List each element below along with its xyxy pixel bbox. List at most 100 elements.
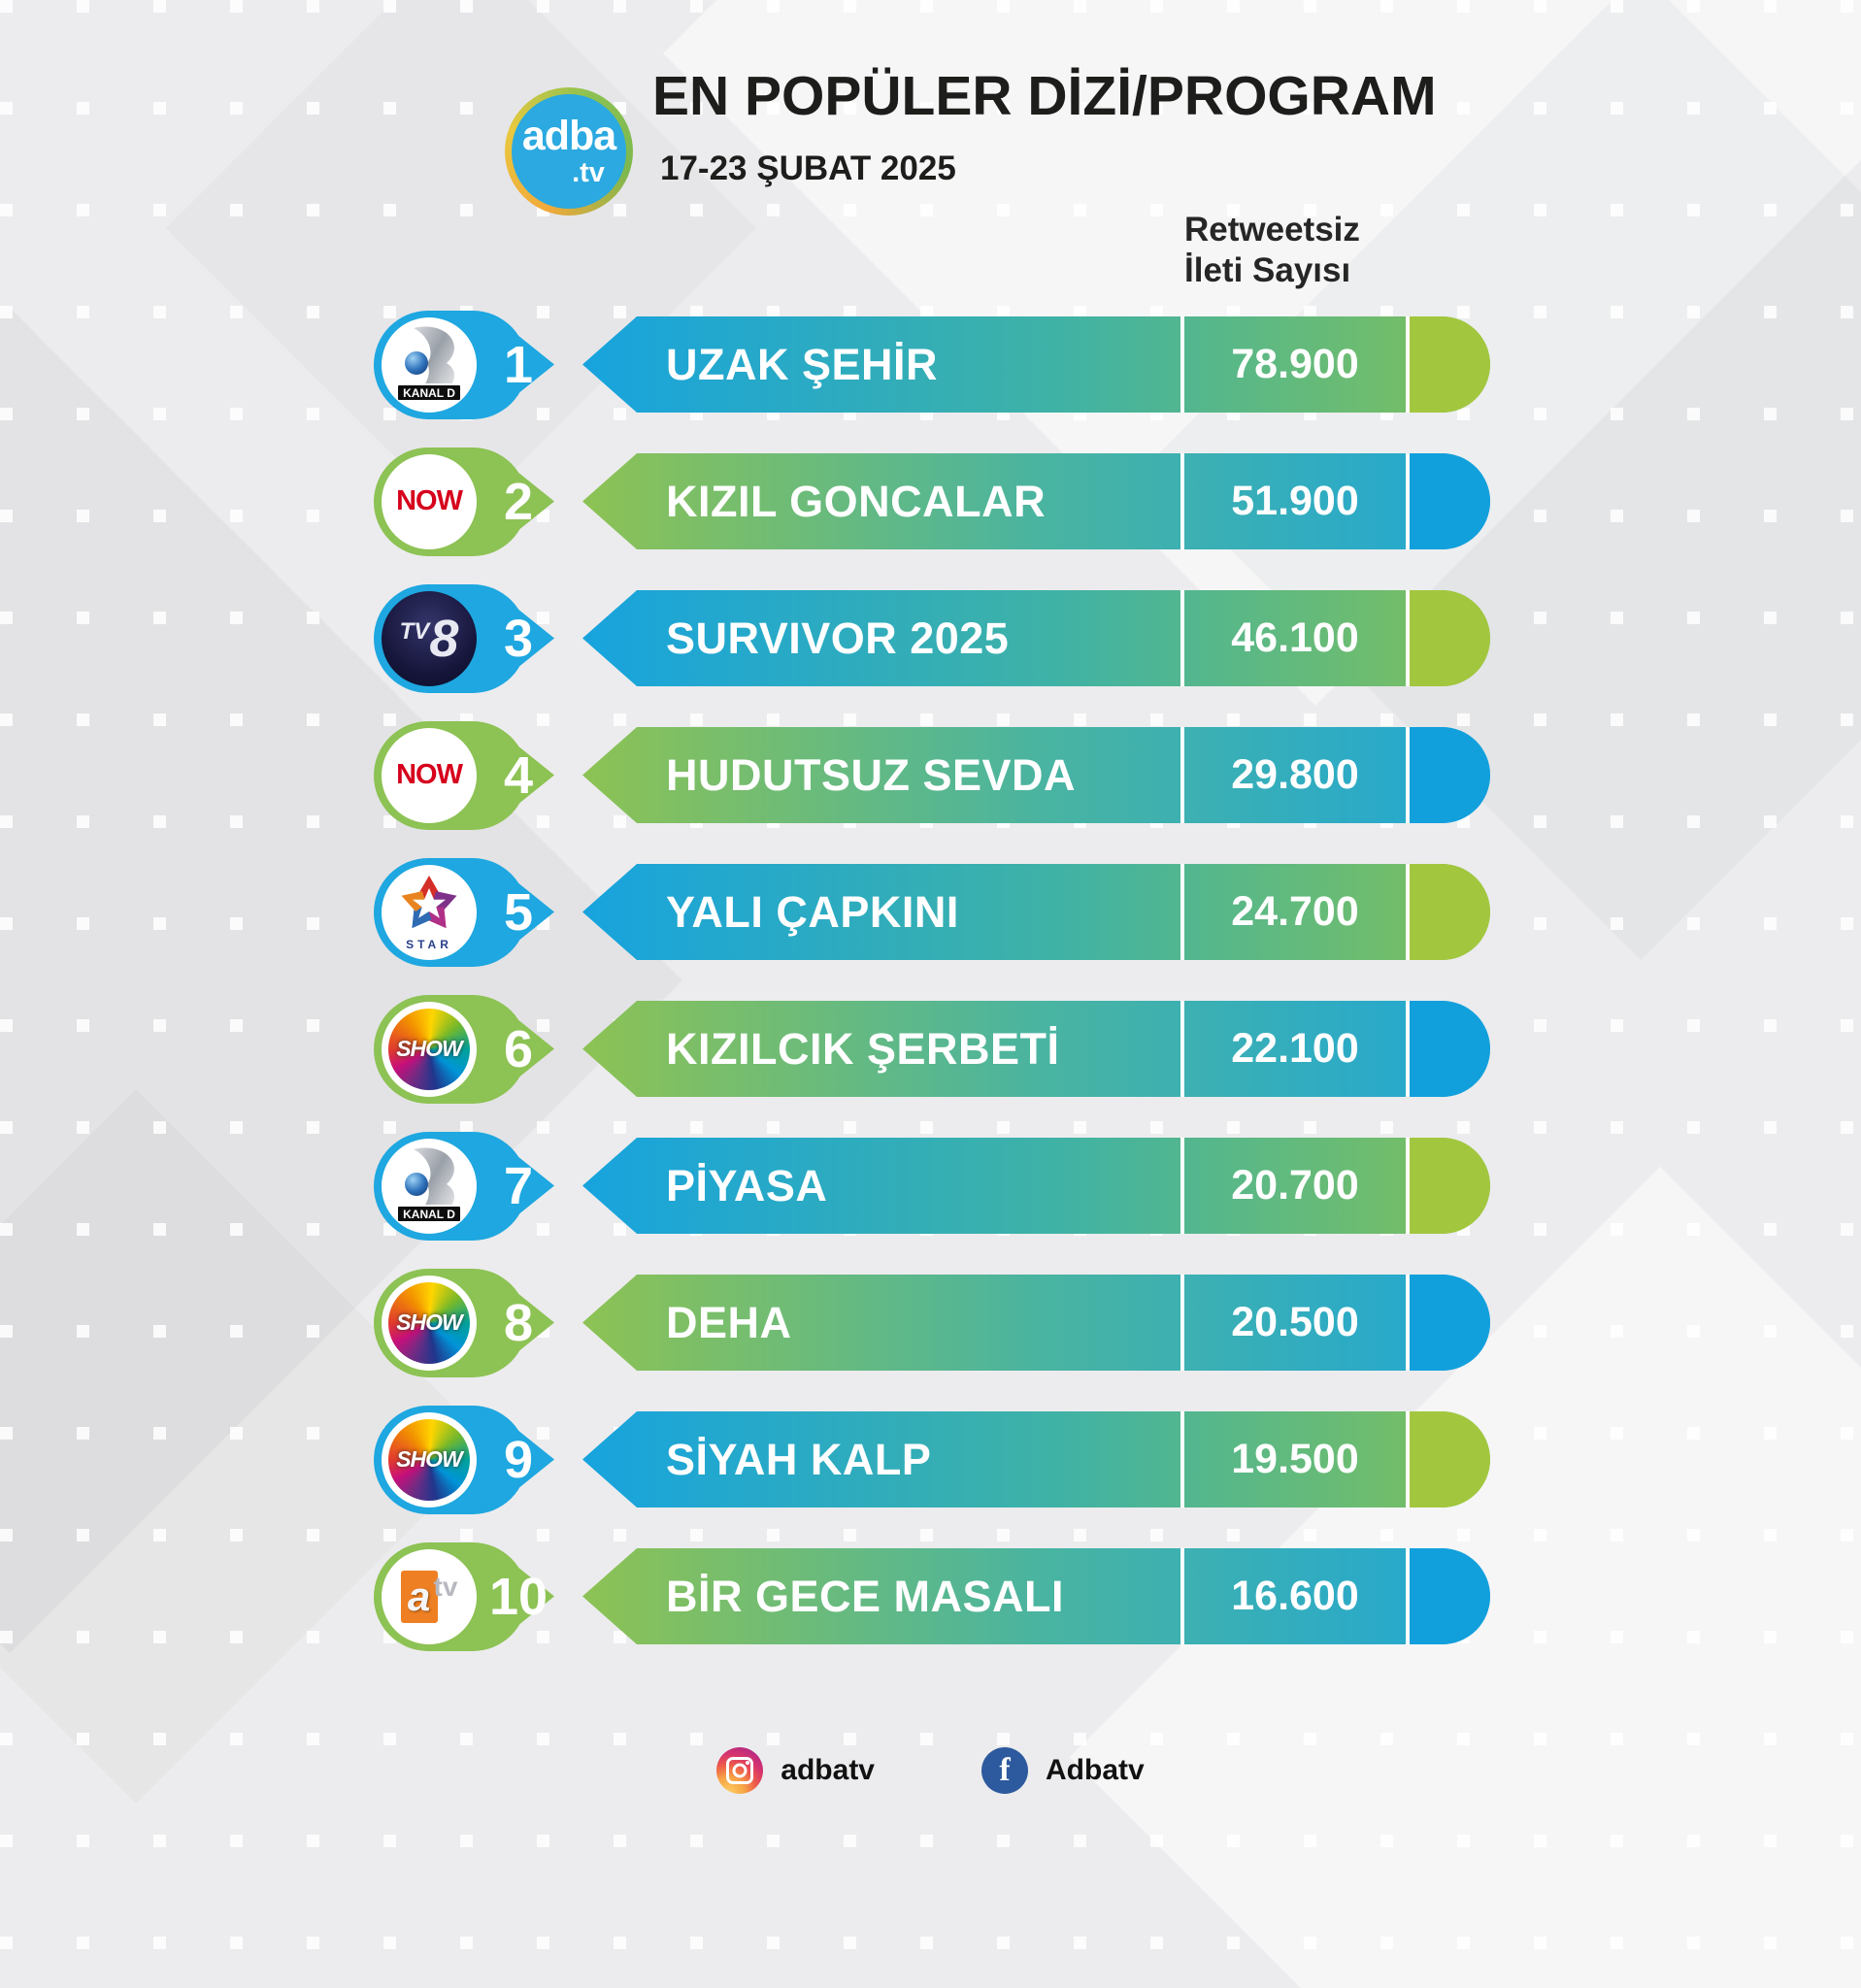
bar-end-cap <box>1410 1138 1490 1234</box>
row-1: KANAL D 1 UZAK ŞEHİR 78.900 <box>374 310 1490 419</box>
show-tv-logo: SHOW <box>382 1275 477 1371</box>
metric-label-line2: İleti Sayısı <box>1184 251 1351 289</box>
now-logo-text: NOW <box>396 485 463 516</box>
show-tv-logo-graphic: SHOW <box>388 1281 470 1364</box>
row-5: STAR 5 YALI ÇAPKINI 24.700 <box>374 857 1490 967</box>
svg-text:STAR: STAR <box>406 938 452 951</box>
facebook-account: f Adbatv <box>981 1747 1145 1794</box>
rank-number: 2 <box>503 472 534 531</box>
bar-end-cap <box>1410 590 1490 686</box>
show-bar: YALI ÇAPKINI 24.700 <box>582 864 1490 960</box>
row-6: SHOW 6 KIZILCIK ŞERBETİ 22.100 <box>374 994 1490 1104</box>
svg-text:KANAL D: KANAL D <box>403 386 455 400</box>
row-10: a tv 10 BİR GECE MASALI 16.600 <box>374 1541 1490 1651</box>
rank-number: 4 <box>503 746 534 805</box>
atv-logo: a tv <box>382 1548 477 1644</box>
bar-end-cap <box>1410 727 1490 823</box>
facebook-icon: f <box>981 1747 1028 1794</box>
bar-end-cap <box>1410 453 1490 549</box>
show-tv-logo: SHOW <box>382 1001 477 1097</box>
kanal-d-logo: KANAL D <box>382 316 477 413</box>
bar-end-cap <box>1410 1411 1490 1508</box>
tweet-count: 20.500 <box>1180 1275 1410 1371</box>
row-9: SHOW 9 SİYAH KALP 19.500 <box>374 1405 1490 1514</box>
star-tv-logo-graphic: STAR <box>401 875 457 951</box>
rank-number: 7 <box>503 1156 534 1215</box>
rank-badge: NOW 2 <box>374 447 582 556</box>
show-name: SURVIVOR 2025 <box>666 613 1010 663</box>
rank-number: 9 <box>503 1430 534 1489</box>
tweet-count: 22.100 <box>1180 1001 1410 1097</box>
rank-badge: NOW 4 <box>374 720 582 830</box>
bar-end-cap <box>1410 316 1490 413</box>
tweet-count: 51.900 <box>1180 453 1410 549</box>
show-bar: KIZIL GONCALAR 51.900 <box>582 453 1490 549</box>
adba-tv-logo-inner: adba .tv <box>512 94 626 209</box>
instagram-handle: adbatv <box>781 1754 875 1786</box>
kanal-d-logo-graphic: KANAL D <box>396 1147 462 1223</box>
rank-number: 5 <box>503 882 534 942</box>
tv8-logo-8-text: 8 <box>429 609 459 668</box>
tweet-count: 20.700 <box>1180 1138 1410 1234</box>
rank-badge: TV 8 3 <box>374 583 582 693</box>
date-range: 17-23 ŞUBAT 2025 <box>660 149 956 187</box>
rank-badge: SHOW 9 <box>374 1405 582 1514</box>
rank-badge: SHOW 8 <box>374 1268 582 1377</box>
atv-logo-a-text: a <box>400 1570 438 1623</box>
show-bar: HUDUTSUZ SEVDA 29.800 <box>582 727 1490 823</box>
show-tv-logo-graphic: SHOW <box>388 1008 470 1090</box>
instagram-icon <box>716 1747 764 1794</box>
show-tv-logo: SHOW <box>382 1411 477 1508</box>
adba-tv-logo: adba .tv <box>505 87 633 215</box>
rank-number: 6 <box>503 1019 534 1078</box>
instagram-camera-glyph <box>726 1757 754 1784</box>
rank-badge: KANAL D 7 <box>374 1131 582 1241</box>
row-3: TV 8 3 SURVIVOR 2025 46.100 <box>374 583 1490 693</box>
tweet-count: 16.600 <box>1180 1548 1410 1644</box>
show-bar: SURVIVOR 2025 46.100 <box>582 590 1490 686</box>
tv8-logo-graphic: TV 8 <box>382 590 477 686</box>
rank-number: 10 <box>488 1567 548 1626</box>
tweet-count: 78.900 <box>1180 316 1410 413</box>
row-4: NOW 4 HUDUTSUZ SEVDA 29.800 <box>374 720 1490 830</box>
metric-label-line1: Retweetsiz <box>1184 211 1360 248</box>
bar-end-cap <box>1410 1275 1490 1371</box>
show-bar: PİYASA 20.700 <box>582 1138 1490 1234</box>
show-bar: DEHA 20.500 <box>582 1275 1490 1371</box>
tweet-count: 24.700 <box>1180 864 1410 960</box>
show-bar: SİYAH KALP 19.500 <box>582 1411 1490 1508</box>
show-name: DEHA <box>666 1297 792 1347</box>
show-bar: KIZILCIK ŞERBETİ 22.100 <box>582 1001 1490 1097</box>
metric-column-header: Retweetsiz İleti Sayısı <box>1184 210 1360 291</box>
tv8-logo: TV 8 <box>382 590 477 686</box>
footer-social: adbatv f Adbatv <box>0 1747 1861 1794</box>
kanal-d-logo-graphic: KANAL D <box>396 326 462 402</box>
show-tv-logo-text: SHOW <box>396 1036 463 1061</box>
show-name: YALI ÇAPKINI <box>666 886 959 937</box>
atv-logo-graphic: a tv <box>400 1570 458 1623</box>
instagram-account: adbatv <box>716 1747 875 1794</box>
row-7: KANAL D 7 PİYASA 20.700 <box>374 1131 1490 1241</box>
bar-end-cap <box>1410 1548 1490 1644</box>
atv-logo-tv-text: tv <box>433 1571 458 1602</box>
star-tv-logo: STAR <box>382 864 477 960</box>
now-logo-text: NOW <box>396 759 463 790</box>
tweet-count: 19.500 <box>1180 1411 1410 1508</box>
rank-number: 8 <box>503 1293 534 1352</box>
kanal-d-logo: KANAL D <box>382 1138 477 1234</box>
page-title: EN POPÜLER DİZİ/PROGRAM <box>652 65 1437 127</box>
rank-badge: a tv 10 <box>374 1541 582 1651</box>
adba-logo-tv-text: .tv <box>572 157 605 188</box>
rank-number: 1 <box>503 335 534 394</box>
adba-logo-text: adba <box>521 113 616 159</box>
show-name: HUDUTSUZ SEVDA <box>666 749 1077 800</box>
show-name: PİYASA <box>666 1160 828 1210</box>
bar-end-cap <box>1410 1001 1490 1097</box>
show-tv-logo-text: SHOW <box>396 1446 463 1472</box>
rank-badge: KANAL D 1 <box>374 310 582 419</box>
now-logo: NOW <box>382 727 477 823</box>
show-name: SİYAH KALP <box>666 1434 932 1484</box>
show-name: KIZIL GONCALAR <box>666 476 1047 526</box>
row-2: NOW 2 KIZIL GONCALAR 51.900 <box>374 447 1490 556</box>
